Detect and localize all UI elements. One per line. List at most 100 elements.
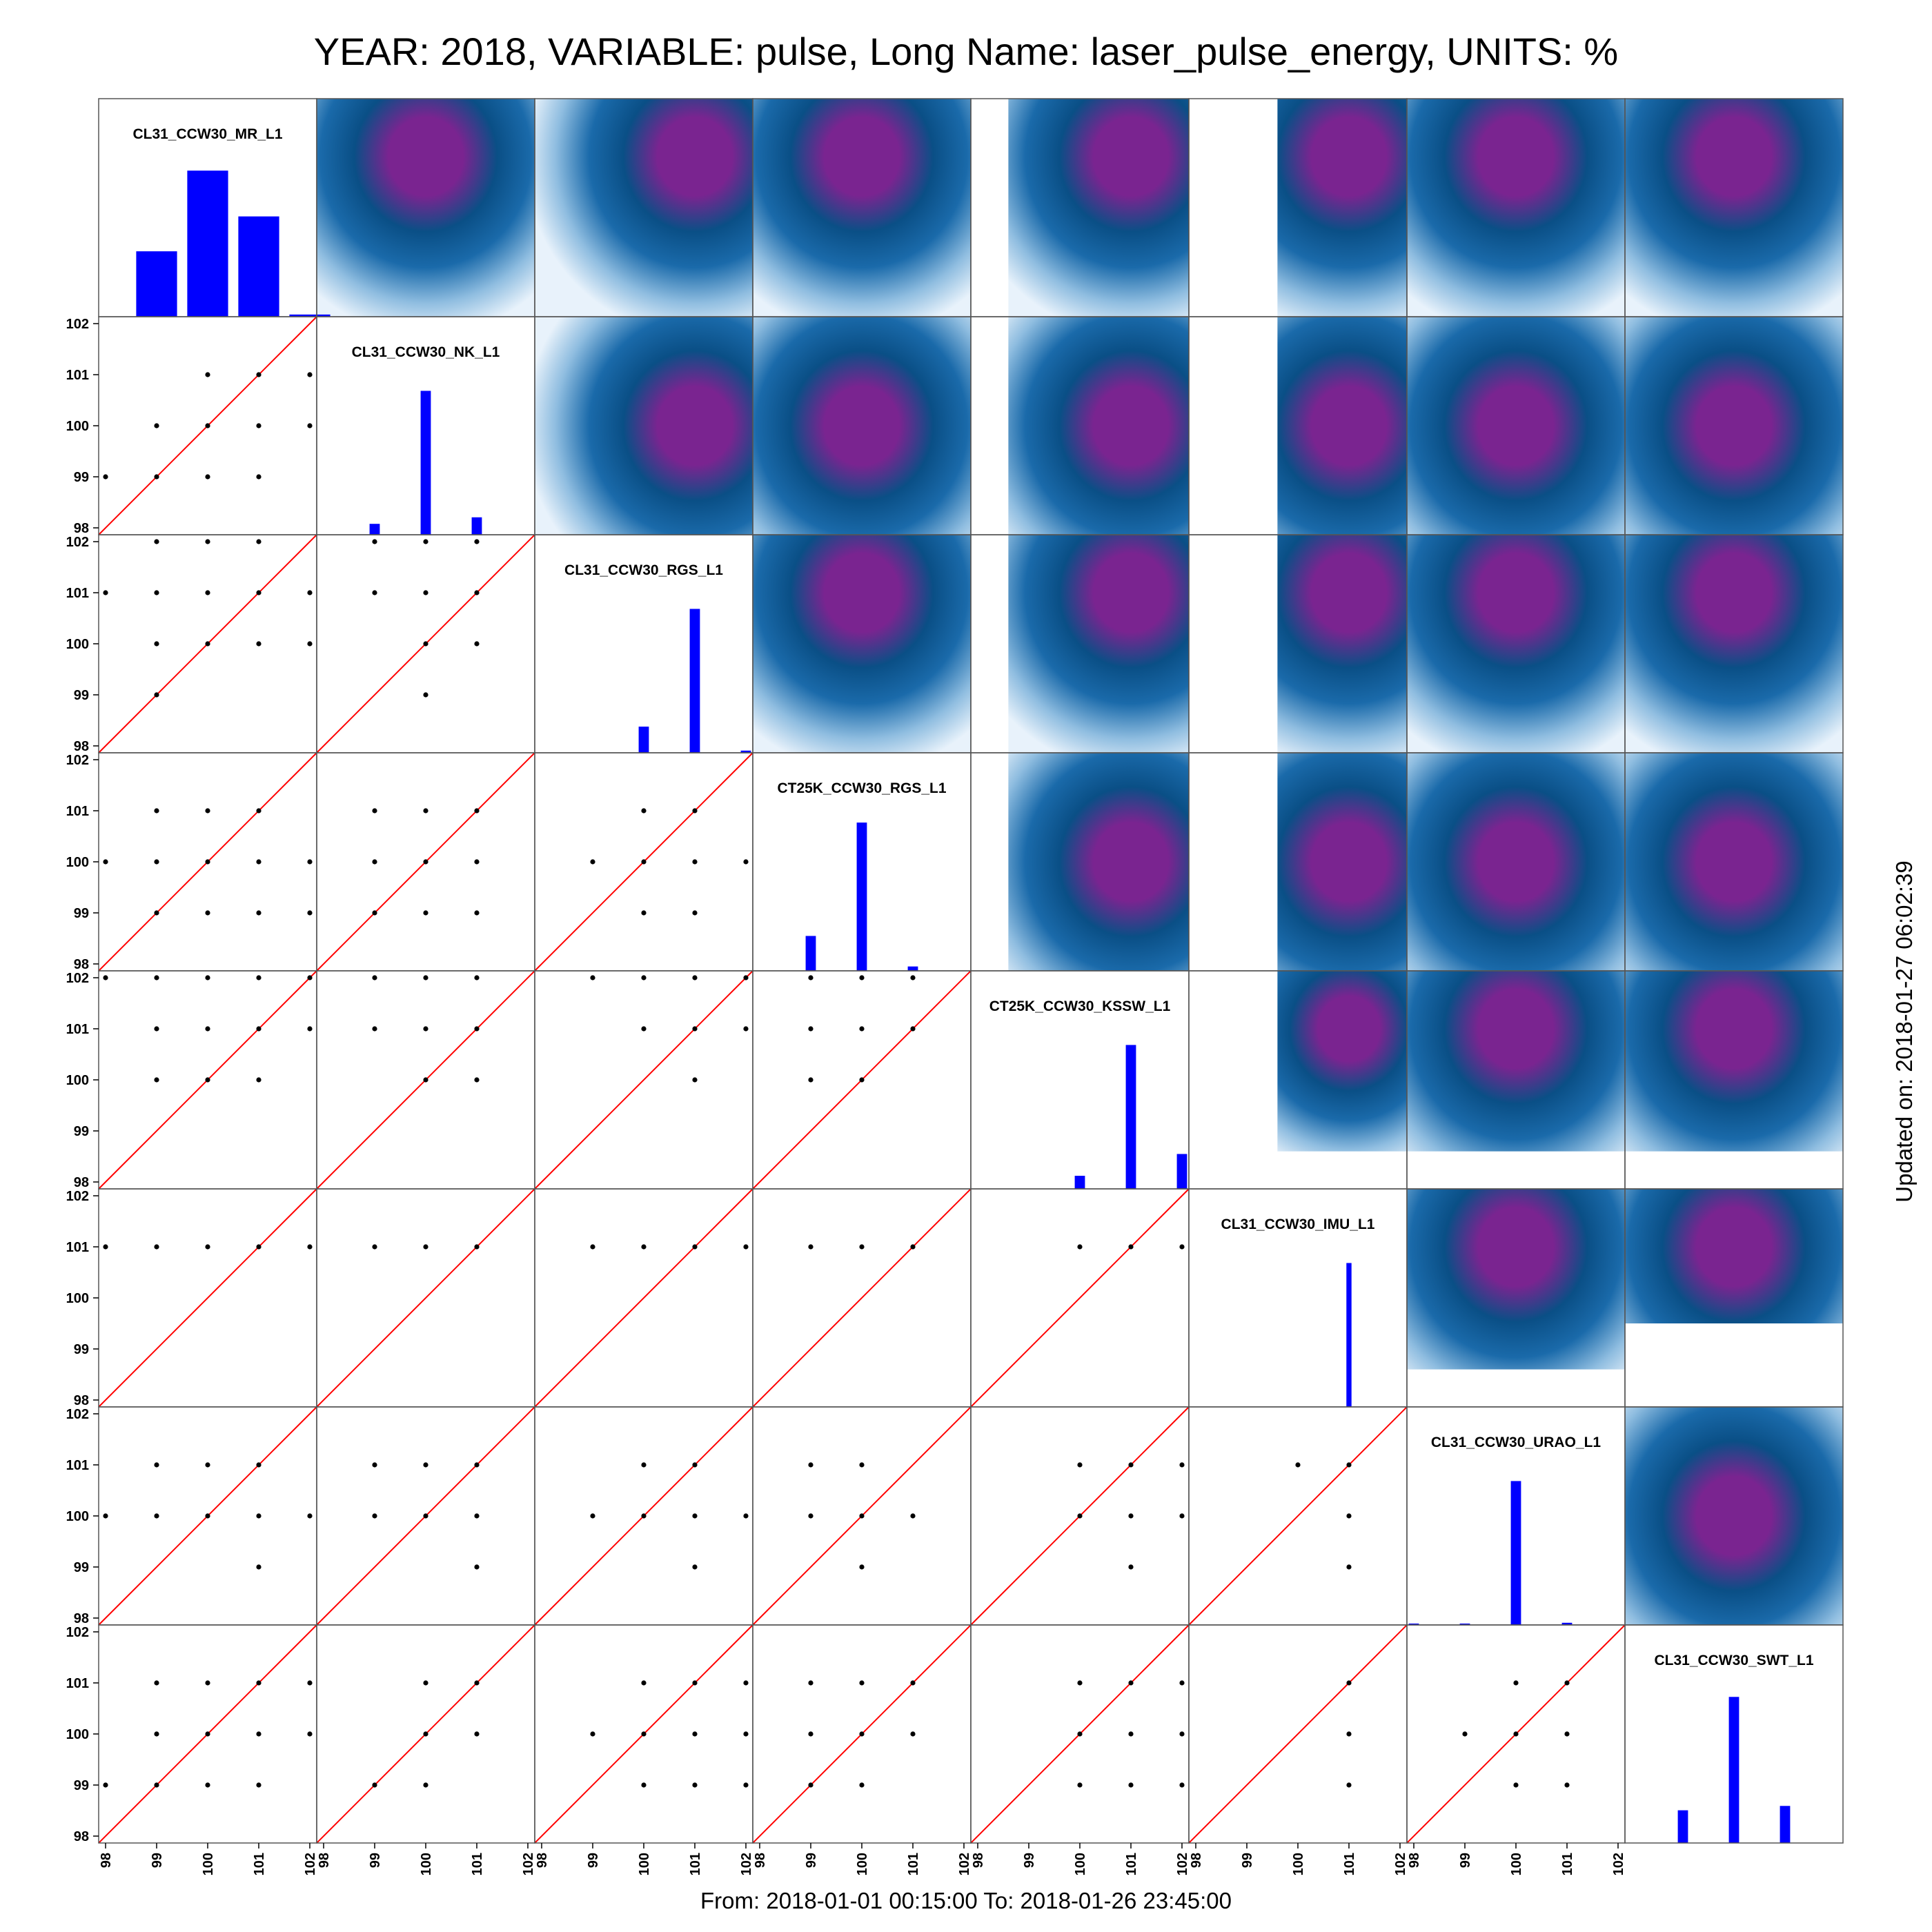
density-blob [1625,535,1843,753]
scatter-point [641,1462,647,1468]
density-blob [1008,317,1190,535]
density-panel-1-5 [1277,317,1408,535]
density-panel-2-5 [1277,535,1408,753]
scatter-point [256,474,262,480]
scatter-point [692,910,698,916]
y-tick-label: 99 [74,1778,89,1793]
histogram-bar [638,727,649,753]
x-tick-label: 102 [1175,1853,1190,1875]
variable-label: CL31_CCW30_IMU_L1 [1221,1216,1375,1232]
y-tick-label: 99 [74,688,89,703]
scatter-point [205,859,210,865]
density-panel-1-3 [753,317,971,535]
density-blob [1407,535,1625,753]
density-panel-0-3 [753,99,971,317]
density-blob [1625,99,1843,317]
scatter-point [154,590,159,595]
x-tick-label: 100 [855,1853,870,1875]
scatter-point [910,1731,916,1737]
scatter-point [474,1026,480,1032]
scatter-point [154,1026,159,1032]
scatter-point [1128,1513,1134,1519]
scatter-point [692,1680,698,1686]
y-tick-label: 99 [74,1560,89,1575]
x-tick-label: 100 [201,1853,216,1875]
scatter-point [1346,1564,1352,1570]
scatter-point [205,1026,210,1032]
date-range-caption: From: 2018-01-01 00:15:00 To: 2018-01-26… [700,1888,1232,1913]
scatter-point [808,1731,814,1737]
histogram-bar [369,524,380,535]
scatter-point [205,423,210,428]
scatter-point [692,1564,698,1570]
density-panel-4-6 [1407,971,1625,1152]
density-panel-3-7 [1625,753,1843,971]
scatter-point [808,1680,814,1686]
identity-line [752,1188,972,1408]
histogram-bar [1074,1176,1085,1189]
y-tick-label: 98 [74,1829,89,1844]
scatter-point [154,1782,159,1788]
scatter-point [743,1731,749,1737]
histogram-bar [420,391,431,535]
scatter-point [256,1026,262,1032]
histogram-bar [1125,1045,1136,1189]
histogram-bar [856,822,867,971]
scatter-point [1179,1462,1185,1468]
scatter-point [808,1462,814,1468]
scatter-point [372,539,377,544]
identity-line [534,1188,753,1408]
variable-label: CL31_CCW30_URAO_L1 [1431,1435,1601,1450]
density-blob [535,317,753,535]
x-tick-label: 101 [906,1853,921,1875]
scatter-point [256,910,262,916]
scatter-point [910,1680,916,1686]
scatter-point [859,1513,865,1519]
y-tick-label: 100 [66,637,89,652]
identity-line [316,1188,535,1408]
scatter-point [692,1077,698,1083]
scatter-point [743,1026,749,1032]
variable-label: CL31_CCW30_SWT_L1 [1654,1653,1813,1668]
x-tick-label: 101 [1342,1853,1357,1875]
y-tick-label: 100 [66,1291,89,1306]
density-panel-1-4 [1008,317,1190,535]
x-tick-label: 99 [1022,1853,1037,1868]
histogram-bar [740,750,751,753]
scatter-point [423,1513,428,1519]
scatter-point [808,1077,814,1083]
scatter-point [372,910,377,916]
density-panel-5-7 [1625,1189,1843,1323]
scatter-point [256,1564,262,1570]
scatter-point [641,1680,647,1686]
x-tick-label: 98 [1407,1853,1422,1868]
scatter-point [590,1513,595,1519]
scatter-point [256,808,262,814]
scatter-point [256,1513,262,1519]
scatter-point [474,539,480,544]
x-tick-label: 100 [1509,1853,1524,1875]
scatter-point [808,1026,814,1032]
y-tick-label: 100 [66,855,89,870]
variable-label: CT25K_CCW30_KSSW_L1 [989,998,1171,1014]
x-tick-label: 99 [368,1853,383,1868]
scatter-point [1128,1731,1134,1737]
scatter-point [859,1782,865,1788]
scatter-point [372,1244,377,1250]
scatter-point [859,1462,865,1468]
density-blob [1625,317,1843,535]
scatter-point [154,1077,159,1083]
scatter-point [641,1244,647,1250]
density-panel-0-6 [1407,99,1625,317]
x-tick-label: 98 [1189,1853,1204,1868]
scatter-point [692,808,698,814]
density-panel-0-2 [535,99,753,317]
scatter-point [256,372,262,377]
scatter-point [307,1244,313,1250]
histogram-bar [289,314,331,317]
scatter-point [256,859,262,865]
y-tick-label: 98 [74,1611,89,1626]
scatter-point [692,1782,698,1788]
histogram-bar [1780,1806,1791,1843]
scatter-point [205,910,210,916]
